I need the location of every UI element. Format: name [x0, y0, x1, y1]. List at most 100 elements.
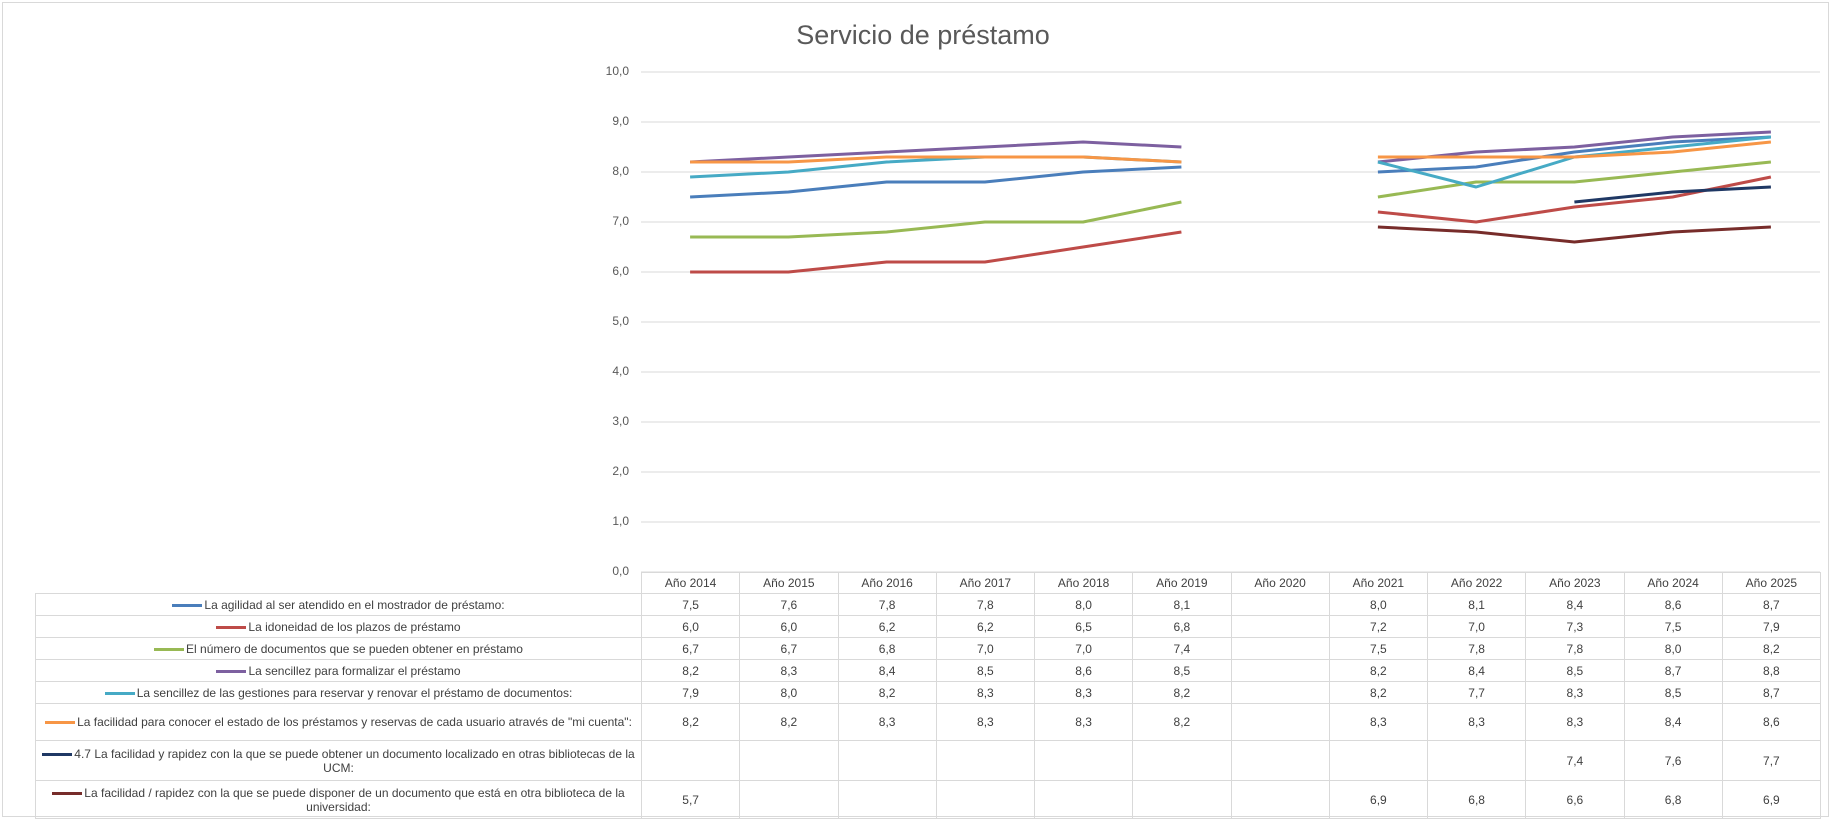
legend-label: La agilidad al ser atendido en el mostra…: [204, 597, 505, 612]
legend-label: El número de documentos que se pueden ob…: [186, 641, 523, 656]
table-cell: 7,8: [1426, 637, 1527, 660]
table-cell: 7,9: [1721, 615, 1822, 638]
data-label: 7,8: [977, 597, 994, 612]
data-label: 7,7: [1763, 753, 1780, 768]
table-cell: 8,2: [1328, 659, 1429, 682]
table-cell: [1033, 740, 1134, 781]
data-label: 8,3: [1370, 715, 1387, 729]
table-cell: 6,8: [837, 637, 937, 660]
table-cell: [1426, 740, 1527, 781]
table-cell: 8,2: [1328, 681, 1429, 704]
legend-cell: La agilidad al ser atendido en el mostra…: [35, 593, 642, 616]
data-label: 8,0: [1664, 641, 1682, 656]
table-cell: 6,5: [1033, 615, 1134, 638]
table-cell: 8,3: [1328, 703, 1429, 741]
data-label: 5,7: [682, 792, 699, 807]
table-cell: 6,0: [739, 615, 839, 638]
data-label: 6,2: [878, 619, 896, 634]
data-label: 8,3: [878, 715, 896, 729]
table-row: La facilidad para conocer el estado de l…: [35, 703, 1822, 741]
table-cell: [1230, 637, 1330, 660]
data-label: 7,8: [1566, 641, 1584, 656]
table-cell: 8,3: [1525, 681, 1625, 704]
data-label: 7,7: [1468, 685, 1485, 700]
table-cell: 8,4: [1426, 659, 1527, 682]
data-label: 8,3: [1468, 715, 1485, 729]
table-cell: 8,5: [1525, 659, 1625, 682]
data-label: 8,8: [1763, 663, 1780, 678]
table-cell: 6,8: [1623, 780, 1723, 819]
table-cell: 7,6: [1623, 740, 1723, 781]
data-label: 7,3: [1566, 619, 1584, 634]
series-line: [690, 135, 1771, 199]
table-cell: 7,2: [1328, 615, 1429, 638]
data-label: 8,0: [1075, 597, 1092, 612]
table-cell: 8,2: [1721, 637, 1822, 660]
table-cell: [1230, 780, 1330, 819]
table-cell: 8,3: [935, 703, 1036, 741]
table-row: La idoneidad de los plazos de préstamo 6,…: [35, 615, 1822, 638]
table-cell: 7,8: [837, 593, 937, 616]
table-cell: 8,6: [1623, 593, 1723, 616]
table-cell: 8,5: [935, 659, 1036, 682]
table-cell: 7,6: [739, 593, 839, 616]
table-cell: 8,2: [739, 703, 839, 741]
y-tick-label: 6,0: [612, 264, 629, 278]
table-cell: 8,5: [1132, 659, 1232, 682]
x-tick-label: Año 2024: [1623, 572, 1723, 594]
y-tick-label: 4,0: [612, 364, 629, 378]
table-cell: 5,7: [640, 780, 741, 819]
legend-cell: La idoneidad de los plazos de préstamo: [35, 615, 642, 638]
table-cell: 8,5: [1623, 681, 1723, 704]
table-cell: 7,7: [1721, 740, 1822, 781]
legend-key: [154, 647, 185, 651]
table-cell: 6,8: [1426, 780, 1527, 819]
table-cell: 7,8: [935, 593, 1036, 616]
legend-key: [52, 791, 83, 795]
table-cell: 6,7: [739, 637, 839, 660]
data-label: 8,2: [1370, 663, 1387, 678]
data-label: 8,7: [1763, 685, 1780, 700]
data-label: 7,5: [1664, 619, 1682, 634]
data-label: 8,2: [780, 715, 798, 729]
data-label: 8,5: [1173, 663, 1191, 678]
y-tick-label: 9,0: [612, 114, 629, 128]
table-cell: [1230, 593, 1330, 616]
data-label: 8,4: [1664, 715, 1682, 729]
table-cell: 8,7: [1721, 593, 1822, 616]
legend-label: La facilidad / rapidez con la que se pue…: [84, 785, 625, 814]
x-tick-label: Año 2016: [837, 572, 937, 594]
data-label: 7,6: [1664, 753, 1682, 768]
y-tick-label: 8,0: [612, 164, 629, 178]
y-tick-label: 7,0: [612, 214, 629, 228]
table-cell: 7,4: [1525, 740, 1625, 781]
data-label: 8,0: [1370, 597, 1387, 612]
table-cell: 8,1: [1132, 593, 1232, 616]
table-cell: 6,6: [1525, 780, 1625, 819]
data-label: 8,4: [1566, 597, 1584, 612]
table-cell: 8,4: [1525, 593, 1625, 616]
data-label: 7,8: [1468, 641, 1485, 656]
table-cell: 8,3: [1426, 703, 1527, 741]
table-row: La sencillez para formalizar el préstamo…: [35, 659, 1822, 682]
table-cell: 6,2: [837, 615, 937, 638]
table-cell: 8,3: [1525, 703, 1625, 741]
data-label: 7,5: [682, 597, 699, 612]
legend-key: [216, 669, 247, 673]
table-cell: 7,0: [935, 637, 1036, 660]
table-row: La agilidad al ser atendido en el mostra…: [35, 593, 1822, 616]
legend-key: [42, 752, 73, 756]
data-label: 8,3: [780, 663, 798, 678]
y-tick-label: 3,0: [612, 414, 629, 428]
table-cell: [1230, 703, 1330, 741]
x-tick-label: Año 2023: [1525, 572, 1625, 594]
data-label: 6,2: [977, 619, 994, 634]
table-cell: 8,7: [1721, 681, 1822, 704]
table-cell: 6,0: [640, 615, 741, 638]
data-label: 7,4: [1173, 641, 1191, 656]
data-label: 6,8: [878, 641, 896, 656]
legend-cell: La sencillez para formalizar el préstamo: [35, 659, 642, 682]
data-label: 8,3: [1075, 715, 1092, 729]
